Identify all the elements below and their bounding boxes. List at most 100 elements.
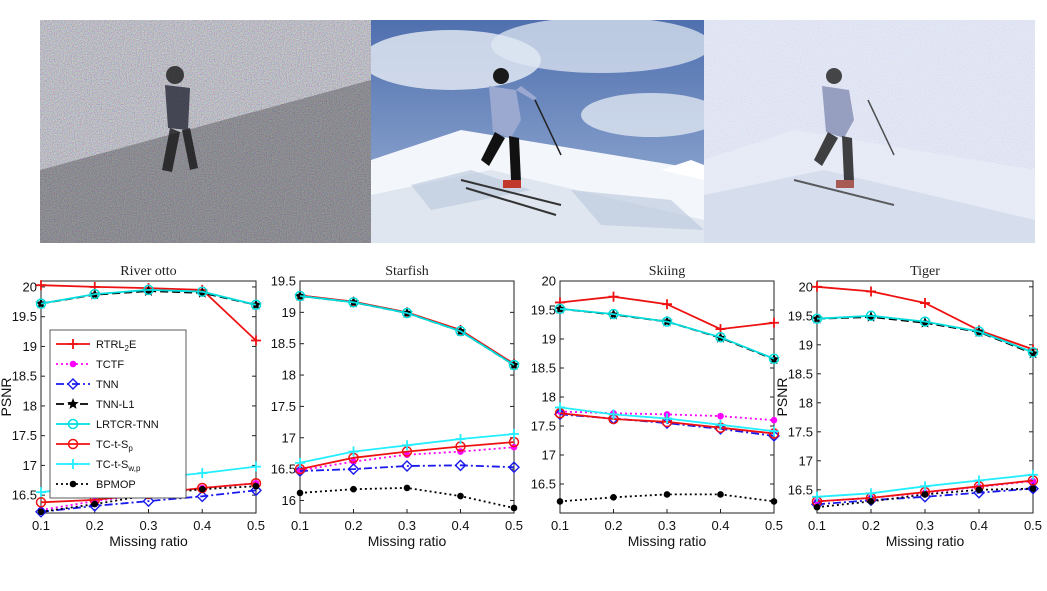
chart-title: Skiing (649, 264, 686, 279)
x-tick-label: 0.4 (711, 518, 729, 533)
data-point (812, 491, 822, 502)
data-point (715, 332, 726, 343)
legend-entry: TC-t-Sp (56, 438, 133, 453)
series-lrtcr-tnn (294, 290, 520, 371)
data-point (348, 446, 359, 457)
x-tick-label: 0.4 (451, 518, 469, 533)
series-tnn (294, 459, 520, 477)
x-tick-label: 0.5 (505, 518, 523, 533)
x-tick-label: 0.3 (398, 518, 416, 533)
data-point (454, 459, 467, 472)
data-point (975, 486, 983, 494)
data-point (294, 290, 306, 302)
data-point (608, 308, 619, 320)
data-point (1028, 469, 1038, 480)
y-tick-label: 16.5 (531, 477, 556, 492)
data-point (1029, 485, 1037, 492)
y-tick-label: 16.5 (12, 488, 37, 503)
chart-2: Starfish 16 16.5 17 17.5 18 18.5 19 19.5 0.1 0.2 0.… (271, 264, 523, 549)
series-line (40, 485, 257, 513)
data-point (35, 505, 47, 518)
data-point (717, 491, 724, 498)
data-point (866, 286, 876, 297)
series-rtrl2e (555, 291, 779, 335)
x-axis-label: Missing ratio (886, 533, 965, 549)
data-point (36, 487, 46, 498)
data-point (197, 468, 208, 479)
recovered-skier-photo (704, 20, 1035, 243)
data-point (35, 497, 47, 508)
data-point (251, 461, 261, 472)
data-point (455, 434, 466, 445)
legend: RTRL2E TCTF TNN TNN-L1 LRTCR-TNN TC-t-Sp TC-t-… (49, 329, 187, 499)
series-line (816, 314, 1034, 354)
data-point (813, 503, 821, 511)
y-tick-label: 16 (282, 493, 296, 508)
series-line (816, 487, 1034, 509)
y-tick-label: 16.5 (788, 482, 813, 497)
series-line (299, 464, 515, 472)
series-tnn (35, 484, 262, 518)
y-tick-label: 17.5 (788, 424, 813, 439)
data-point (296, 489, 304, 497)
legend-marker (69, 480, 77, 488)
x-tick-label: 0.1 (32, 518, 50, 533)
chart-3: Skiing 16.5 17 17.5 18 18.5 19 19.5 20 0.1 0.2 0.3 0… (531, 264, 783, 549)
x-tick-label: 0.3 (658, 518, 676, 533)
data-point (347, 463, 360, 476)
legend-box (49, 329, 187, 499)
data-point (768, 353, 780, 365)
data-point (457, 492, 464, 500)
data-point (768, 429, 780, 442)
data-point (1027, 482, 1039, 495)
psnr-charts: River otto 16.5 17 17.5 18 18.5 19 19.5 20 0.1 0.2… (0, 264, 1042, 549)
y-axis-label: PSNR (774, 378, 790, 417)
y-tick-label: 19.5 (531, 303, 556, 318)
data-point (865, 310, 877, 322)
legend-label: TC-t-Sw,p (96, 459, 141, 473)
data-point (196, 490, 209, 503)
x-tick-label: 0.5 (765, 518, 783, 533)
x-axis-label: Missing ratio (368, 533, 447, 549)
series-line (559, 493, 775, 503)
legend-entry: TNN-L1 (56, 398, 135, 411)
data-point (250, 299, 262, 311)
data-point (1027, 347, 1039, 358)
legend-marker (67, 398, 79, 409)
x-axis-label: Missing ratio (628, 533, 707, 549)
data-point (35, 298, 47, 309)
legend-label: LRTCR-TNN (96, 419, 159, 431)
x-tick-label: 0.2 (344, 518, 362, 533)
series-lrtcr-tnn (811, 310, 1039, 358)
legend-marker (67, 438, 79, 450)
series-line (40, 288, 257, 306)
series-bpmop (813, 485, 1037, 511)
y-tick-label: 17 (282, 430, 296, 445)
x-tick-label: 0.2 (604, 518, 622, 533)
data-point (91, 500, 99, 508)
data-point (348, 297, 359, 308)
y-tick-label: 16.5 (271, 462, 296, 477)
series-line (40, 489, 257, 513)
legend-label: TNN-L1 (96, 399, 135, 411)
data-point (403, 484, 411, 492)
legend-entry: TNN (56, 378, 119, 391)
series-line (299, 446, 515, 472)
data-point (811, 313, 823, 324)
series-line (299, 441, 515, 470)
legend-marker (67, 418, 79, 430)
legend-label: TCTF (96, 359, 124, 371)
x-tick-label: 0.1 (291, 518, 309, 533)
data-point (508, 461, 520, 474)
legend-label: TNN (96, 379, 119, 391)
data-point (197, 286, 208, 297)
chart-title: Tiger (910, 264, 940, 279)
data-point (866, 488, 876, 499)
legend-label: BPMOP (96, 479, 136, 491)
x-tick-label: 0.4 (970, 518, 988, 533)
chart-title: Starfish (385, 264, 429, 279)
series-lrtcr-tnn (554, 303, 780, 364)
series-line (299, 295, 515, 366)
clean-skier-photo (371, 20, 704, 243)
legend-marker (68, 339, 78, 349)
